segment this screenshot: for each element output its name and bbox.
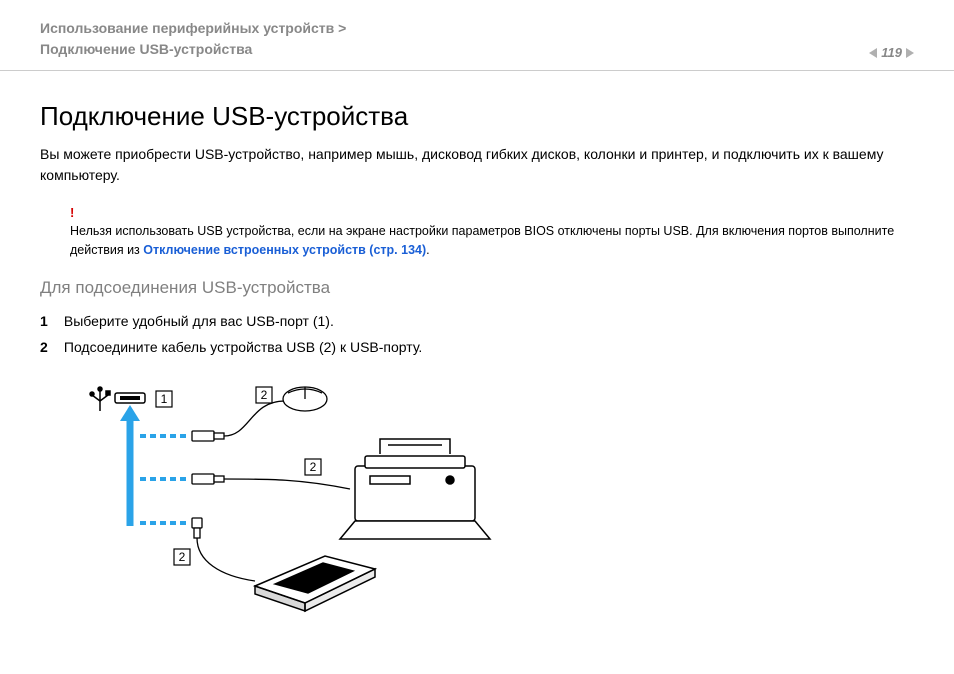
printer-icon [340,439,490,539]
usb-symbol-icon [90,387,110,411]
prev-page-arrow-icon[interactable] [869,48,877,58]
step-text: Подсоедините кабель устройства USB (2) к… [64,339,422,355]
floppy-drive-icon [255,556,375,611]
page-title: Подключение USB-устройства [40,101,914,132]
warning-mark-icon: ! [70,205,74,220]
warning-block: ! Нельзя использовать USB устройства, ес… [70,204,914,260]
page-number: 119 [881,45,902,60]
step-item: 1 Выберите удобный для вас USB-порт (1). [40,308,914,335]
steps-list: 1 Выберите удобный для вас USB-порт (1).… [40,308,914,361]
usb-port-icon [115,393,145,403]
mouse-icon [283,387,327,411]
usb-arrow-icon [120,405,140,526]
dashed-connectors [140,436,190,523]
page-number-nav: 119 [869,45,914,60]
step-text: Выберите удобный для вас USB-порт (1). [64,313,334,329]
breadcrumb: Использование периферийных устройств > П… [40,18,346,60]
cable-label-2-mouse: 2 [256,387,272,403]
breadcrumb-line-2: Подключение USB-устройства [40,41,252,57]
svg-text:1: 1 [161,392,168,406]
step-item: 2 Подсоедините кабель устройства USB (2)… [40,334,914,361]
svg-text:2: 2 [310,460,317,474]
usb-plug-mouse [192,431,224,441]
cable-label-2-floppy: 2 [174,549,190,565]
step-number: 2 [40,334,60,361]
svg-text:2: 2 [179,550,186,564]
mouse-cable [224,401,285,436]
step-number: 1 [40,308,60,335]
port-label-1: 1 [156,391,172,407]
next-page-arrow-icon[interactable] [906,48,914,58]
printer-cable [224,479,350,489]
cable-label-2-printer: 2 [305,459,321,475]
svg-text:2: 2 [261,388,268,402]
page-content: Подключение USB-устройства Вы можете при… [0,71,954,626]
section-subtitle: Для подсоединения USB-устройства [40,278,914,298]
warning-link[interactable]: Отключение встроенных устройств (стр. 13… [143,243,426,257]
warning-text-after: . [426,243,429,257]
intro-text: Вы можете приобрести USB-устройство, нап… [40,144,914,186]
page-header: Использование периферийных устройств > П… [0,0,954,71]
usb-plug-floppy [192,518,202,538]
floppy-cable [197,538,255,581]
usb-plug-printer [192,474,224,484]
breadcrumb-line-1: Использование периферийных устройств > [40,20,346,36]
warning-text: Нельзя использовать USB устройства, если… [70,224,894,257]
connection-diagram: 1 [70,381,914,626]
